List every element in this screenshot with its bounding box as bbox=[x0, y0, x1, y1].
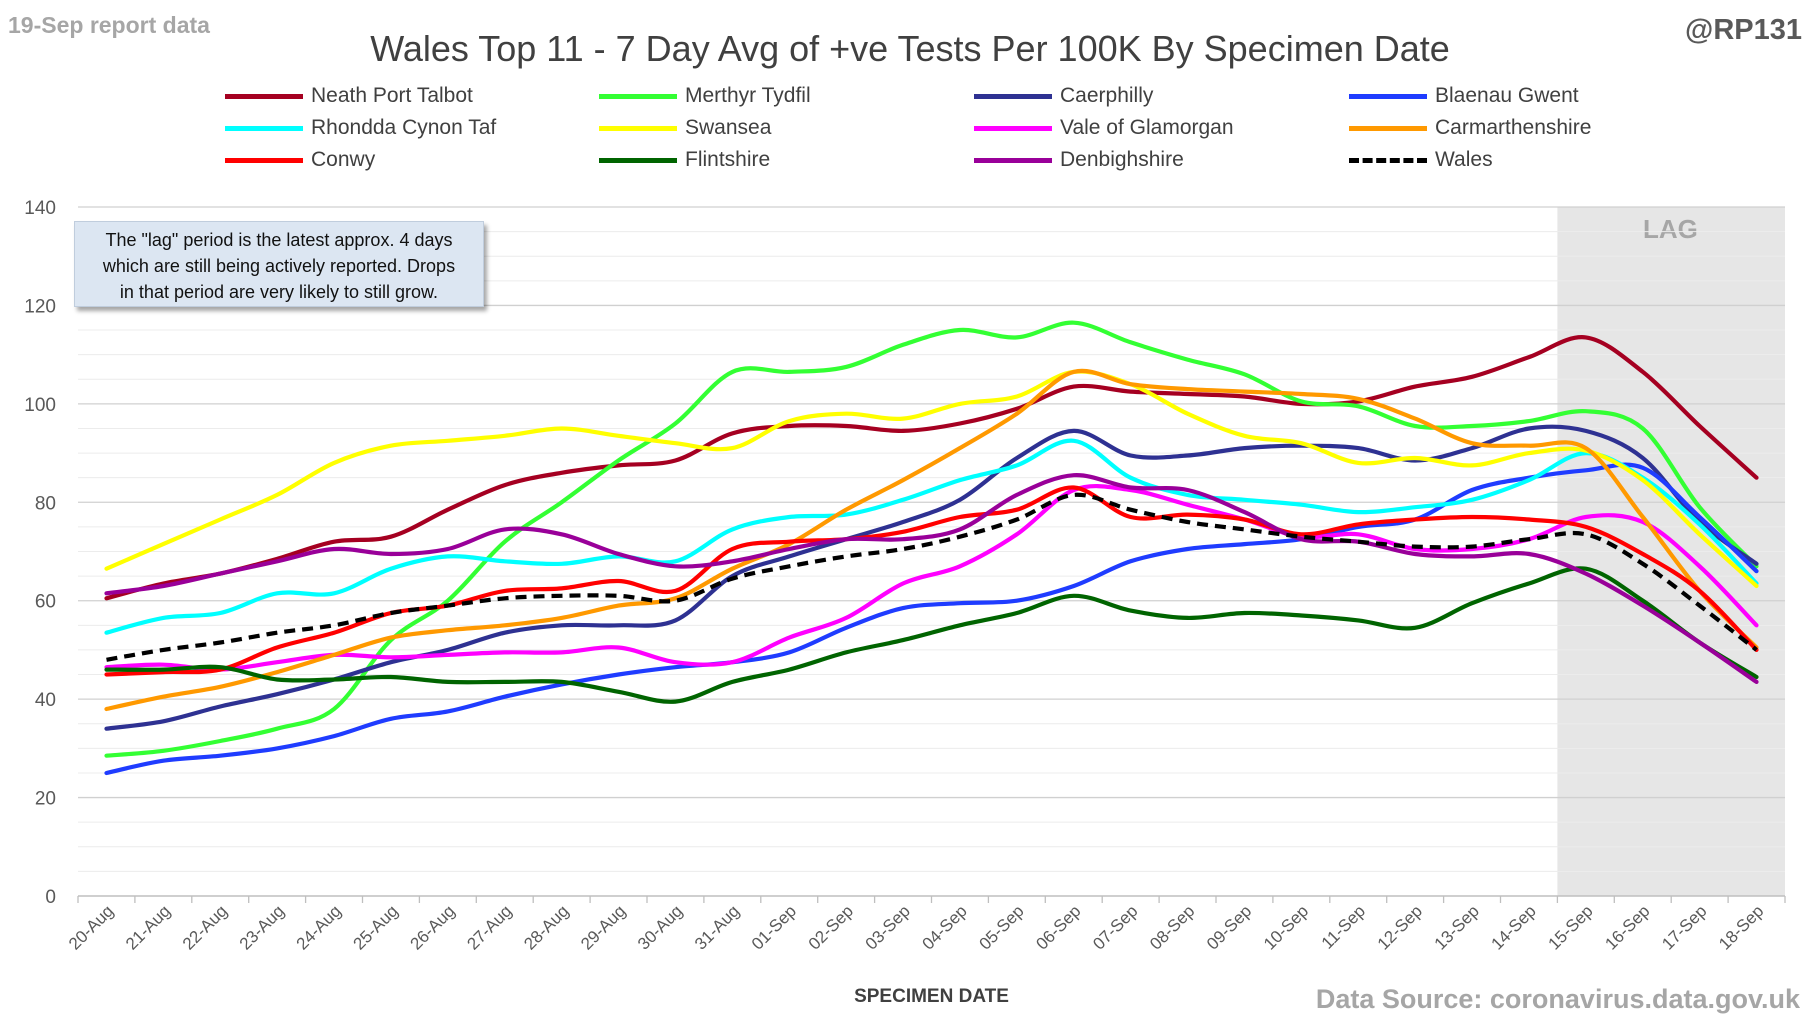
x-tick-label: 11-Sep bbox=[1318, 901, 1369, 952]
x-axis-title: SPECIMEN DATE bbox=[854, 986, 1009, 1007]
y-tick-label: 100 bbox=[24, 395, 56, 416]
x-tick-label: 27-Aug bbox=[463, 901, 515, 953]
legend-swatch bbox=[225, 125, 303, 131]
legend-item: Flintshire bbox=[599, 145, 770, 175]
x-tick-label: 20-Aug bbox=[65, 901, 117, 953]
x-tick-label: 15-Sep bbox=[1544, 901, 1596, 953]
legend-item: Denbighshire bbox=[974, 145, 1184, 175]
legend-swatch bbox=[599, 157, 677, 163]
y-tick-label: 80 bbox=[35, 493, 56, 514]
series-line-carmarthenshire bbox=[104, 368, 1759, 712]
author-handle: @RP131 bbox=[1685, 14, 1802, 46]
x-tick-label: 12-Sep bbox=[1374, 901, 1426, 953]
x-tick-label: 14-Sep bbox=[1488, 901, 1540, 953]
legend-swatch bbox=[225, 93, 303, 99]
legend-label: Denbighshire bbox=[1060, 148, 1184, 171]
lag-note-line: in that period are very likely to still … bbox=[119, 282, 439, 302]
y-tick-label: 140 bbox=[24, 198, 56, 219]
series-line-blaenau-gwent bbox=[104, 462, 1759, 776]
legend-swatch bbox=[599, 125, 677, 131]
series-line-swansea bbox=[104, 369, 1759, 589]
y-tick-label: 40 bbox=[35, 690, 56, 711]
legend-swatch bbox=[974, 125, 1052, 131]
series-line-vale-of-glamorgan bbox=[104, 483, 1759, 672]
lag-note-line: which are still being actively reported.… bbox=[102, 256, 456, 276]
x-tick-label: 31-Aug bbox=[691, 901, 743, 953]
lag-note-line: The "lag" period is the latest approx. 4… bbox=[105, 230, 453, 250]
legend-label: Vale of Glamorgan bbox=[1060, 116, 1234, 139]
y-axis: 0 20 40 60 80 100 120 140 bbox=[24, 198, 56, 908]
x-tick-label: 21-Aug bbox=[122, 901, 174, 953]
legend-label: Wales bbox=[1435, 148, 1493, 171]
x-tick-label: 23-Aug bbox=[236, 901, 288, 953]
y-tick-label: 20 bbox=[35, 789, 56, 810]
x-tick-label: 03-Sep bbox=[862, 901, 914, 953]
legend-item: Wales bbox=[1349, 145, 1493, 175]
x-tick-label: 25-Aug bbox=[350, 901, 402, 953]
series-line-rhondda-cynon-taf bbox=[104, 438, 1759, 635]
x-tick-label: 09-Sep bbox=[1203, 901, 1255, 953]
report-date-label: 19-Sep report data bbox=[8, 12, 210, 38]
lag-note-box: The "lag" period is the latest approx. 4… bbox=[74, 221, 484, 307]
x-tick-label: 22-Aug bbox=[179, 901, 231, 953]
series-line-wales bbox=[106, 492, 1758, 662]
y-tick-label: 0 bbox=[45, 887, 56, 908]
legend-item: Rhondda Cynon Taf bbox=[225, 113, 496, 143]
x-tick-label: 07-Sep bbox=[1089, 901, 1141, 953]
series-line-denbighshire bbox=[104, 473, 1759, 684]
x-tick-label: 13-Sep bbox=[1431, 901, 1483, 953]
legend-label: Blaenau Gwent bbox=[1435, 84, 1579, 107]
x-tick-label: 16-Sep bbox=[1601, 901, 1653, 953]
x-tick-label: 17-Sep bbox=[1658, 901, 1710, 953]
x-tick-label: 08-Sep bbox=[1146, 901, 1198, 953]
legend-label: Merthyr Tydfil bbox=[685, 84, 811, 107]
legend-item: Merthyr Tydfil bbox=[599, 81, 811, 111]
legend-item: Vale of Glamorgan bbox=[974, 113, 1234, 143]
legend-item: Caerphilly bbox=[974, 81, 1153, 111]
legend-item: Carmarthenshire bbox=[1349, 113, 1591, 143]
y-tick-label: 60 bbox=[35, 592, 56, 613]
series-line-caerphilly bbox=[104, 424, 1759, 731]
series-line-merthyr-tydfil bbox=[104, 320, 1759, 758]
series-line-flintshire bbox=[104, 566, 1759, 704]
legend-swatch bbox=[1349, 125, 1427, 131]
series-line-neath-port-talbot bbox=[104, 335, 1759, 601]
x-tick-label: 10-Sep bbox=[1260, 901, 1312, 953]
x-tick-label: 26-Aug bbox=[406, 901, 458, 953]
legend-label: Conwy bbox=[311, 148, 376, 171]
legend-label: Carmarthenshire bbox=[1435, 116, 1592, 139]
x-tick-label: 28-Aug bbox=[520, 901, 572, 953]
chart-title: Wales Top 11 - 7 Day Avg of +ve Tests Pe… bbox=[370, 28, 1450, 69]
lag-label: LAG bbox=[1643, 214, 1698, 244]
legend-swatch bbox=[225, 157, 303, 163]
legend-label: Rhondda Cynon Taf bbox=[311, 116, 497, 139]
legend-item: Neath Port Talbot bbox=[225, 81, 473, 111]
legend-label: Neath Port Talbot bbox=[311, 84, 473, 107]
x-tick-label: 24-Aug bbox=[293, 901, 345, 953]
legend-item: Conwy bbox=[225, 145, 375, 175]
x-tick-label: 01-Sep bbox=[748, 901, 800, 953]
legend-swatch bbox=[974, 93, 1052, 99]
legend-item: Blaenau Gwent bbox=[1349, 81, 1579, 111]
legend-label: Flintshire bbox=[685, 148, 771, 171]
legend-swatch bbox=[974, 157, 1052, 163]
legend-label: Swansea bbox=[685, 116, 772, 139]
x-axis: 20-Aug 21-Aug 22-Aug 23-Aug 24-Aug 25-Aug 26-A… bbox=[65, 895, 1786, 954]
x-tick-label: 02-Sep bbox=[805, 901, 857, 953]
x-tick-label: 18-Sep bbox=[1715, 901, 1767, 953]
x-tick-label: 30-Aug bbox=[634, 901, 686, 953]
x-tick-label: 06-Sep bbox=[1032, 901, 1084, 953]
legend-item: Swansea bbox=[599, 113, 771, 143]
x-tick-label: 29-Aug bbox=[577, 901, 629, 953]
series-lines bbox=[104, 320, 1759, 776]
legend-swatch bbox=[1349, 93, 1427, 99]
x-tick-label: 04-Sep bbox=[919, 901, 971, 953]
x-tick-label: 05-Sep bbox=[975, 901, 1027, 953]
legend-label: Caerphilly bbox=[1060, 84, 1154, 107]
data-source-label: Data Source: coronavirus.data.gov.uk bbox=[1315, 984, 1800, 1014]
legend-swatch bbox=[1349, 157, 1427, 163]
legend-swatch bbox=[599, 93, 677, 99]
y-tick-label: 120 bbox=[24, 296, 56, 317]
